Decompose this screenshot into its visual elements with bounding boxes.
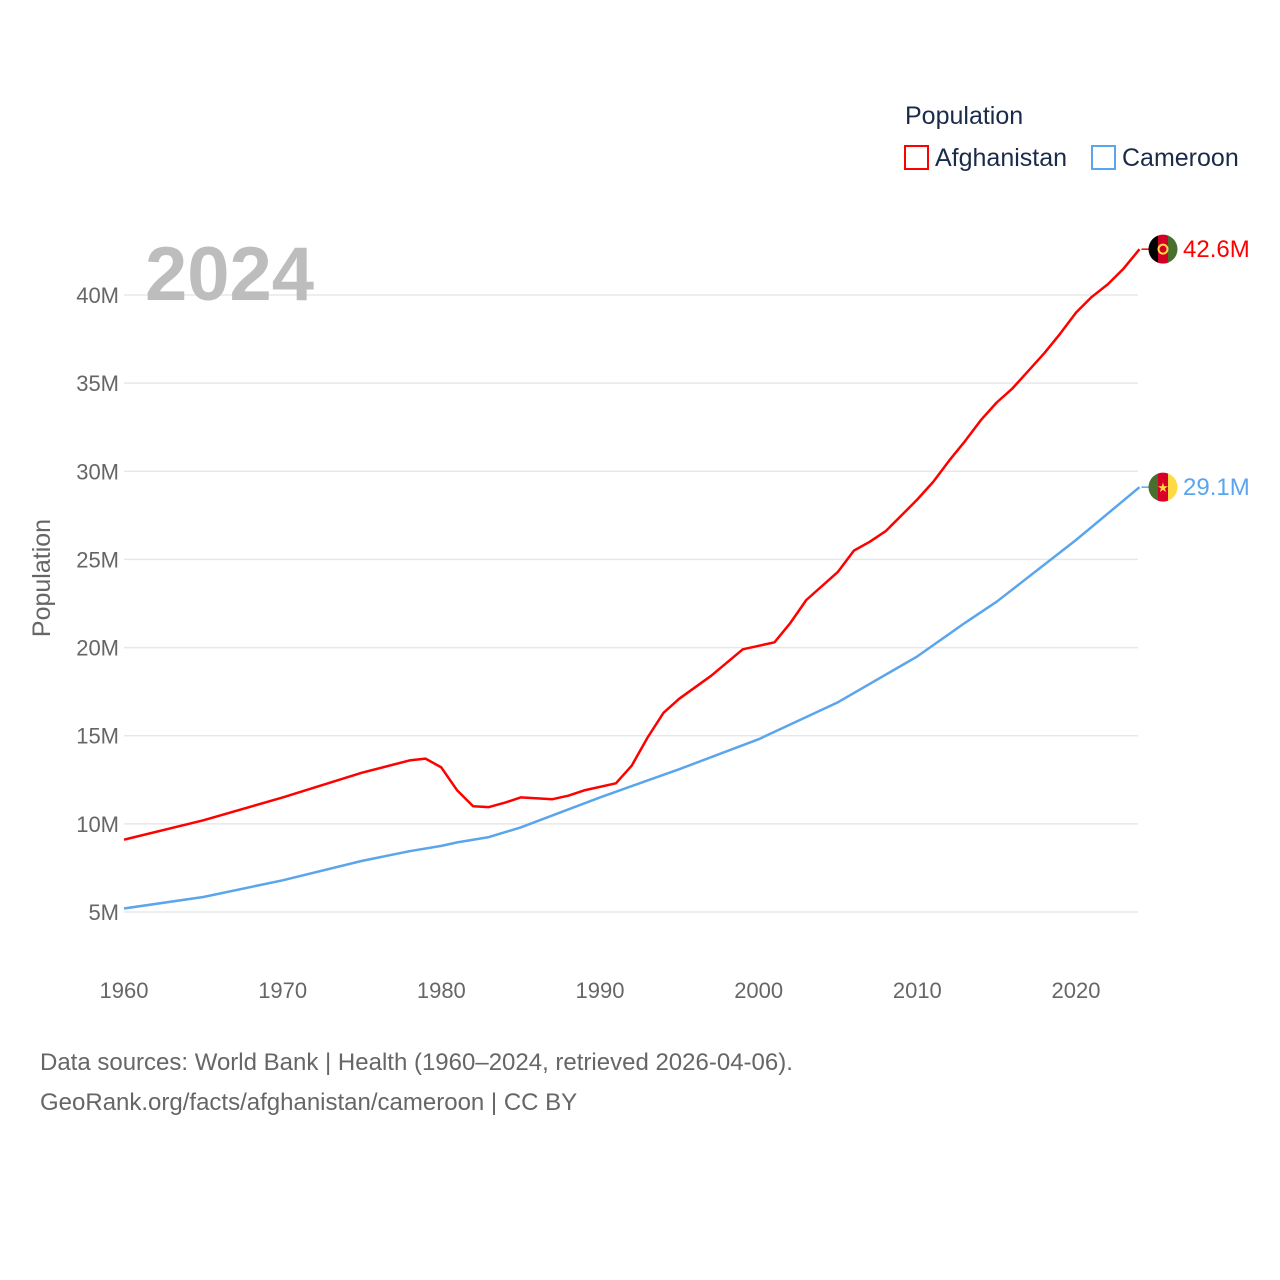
y-tick-label: 5M: [88, 900, 119, 925]
x-tick-label: 2020: [1052, 978, 1101, 1003]
x-tick-label: 2000: [734, 978, 783, 1003]
x-axis-ticks: 1960 1970 1980 1990 2000 2010 2020: [100, 978, 1101, 1003]
flag-stripes: [1148, 472, 1178, 502]
gridlines: [124, 294, 1138, 913]
series-line-cameroon: [123, 486, 1141, 910]
cameroon-flag-icon: ★: [1148, 472, 1178, 502]
y-axis-label: Population: [28, 519, 56, 637]
y-tick-label: 40M: [76, 283, 119, 308]
y-tick-label: 30M: [76, 459, 119, 484]
legend-title: Population: [905, 102, 1023, 130]
afghanistan-flag-icon: [1148, 234, 1178, 264]
end-value-label-cameroon: 29.1M: [1183, 474, 1250, 501]
data-sources: Data sources: World Bank | Health (1960–…: [40, 1049, 793, 1076]
legend-item-afghanistan[interactable]: Afghanistan: [904, 144, 1067, 172]
series-lines: [123, 248, 1141, 910]
x-tick-label: 1970: [258, 978, 307, 1003]
legend: Population Afghanistan Cameroon: [904, 102, 1239, 172]
footer: Data sources: World Bank | Health (1960–…: [40, 1043, 793, 1123]
source-link[interactable]: GeoRank.org/facts/afghanistan/cameroon |…: [40, 1089, 578, 1116]
flag-stripe: [1168, 472, 1178, 502]
y-tick-label: 25M: [76, 547, 119, 572]
y-tick-label: 35M: [76, 371, 119, 396]
x-tick-label: 2010: [893, 978, 942, 1003]
end-labels: 42.6M ★ 29.1M: [1141, 234, 1250, 502]
flag-emblem: [1157, 243, 1169, 255]
flag-stripe: [1158, 472, 1169, 502]
y-axis-ticks: 5M 10M 15M 20M 25M 30M 35M 40M: [76, 283, 119, 925]
legend-item-cameroon[interactable]: Cameroon: [1091, 144, 1239, 172]
legend-label-cameroon: Cameroon: [1122, 144, 1239, 172]
flag-stripe: [1148, 234, 1159, 264]
flag-star: ★: [1157, 480, 1169, 495]
legend-swatch-cameroon: [1091, 145, 1116, 170]
legend-label-afghanistan: Afghanistan: [935, 144, 1067, 172]
y-tick-label: 20M: [76, 636, 119, 661]
year-watermark: 2024: [145, 232, 314, 317]
flag-stripe: [1168, 234, 1178, 264]
series-line-afghanistan: [123, 248, 1141, 841]
end-value-label-afghanistan: 42.6M: [1183, 236, 1250, 263]
x-tick-label: 1990: [576, 978, 625, 1003]
x-tick-label: 1960: [100, 978, 149, 1003]
y-tick-label: 10M: [76, 812, 119, 837]
x-tick-label: 1980: [417, 978, 466, 1003]
flag-stripe: [1158, 234, 1169, 264]
flag-stripe: [1148, 472, 1159, 502]
legend-swatch-afghanistan: [904, 145, 929, 170]
y-tick-label: 15M: [76, 724, 119, 749]
flag-stripes: [1148, 234, 1178, 264]
